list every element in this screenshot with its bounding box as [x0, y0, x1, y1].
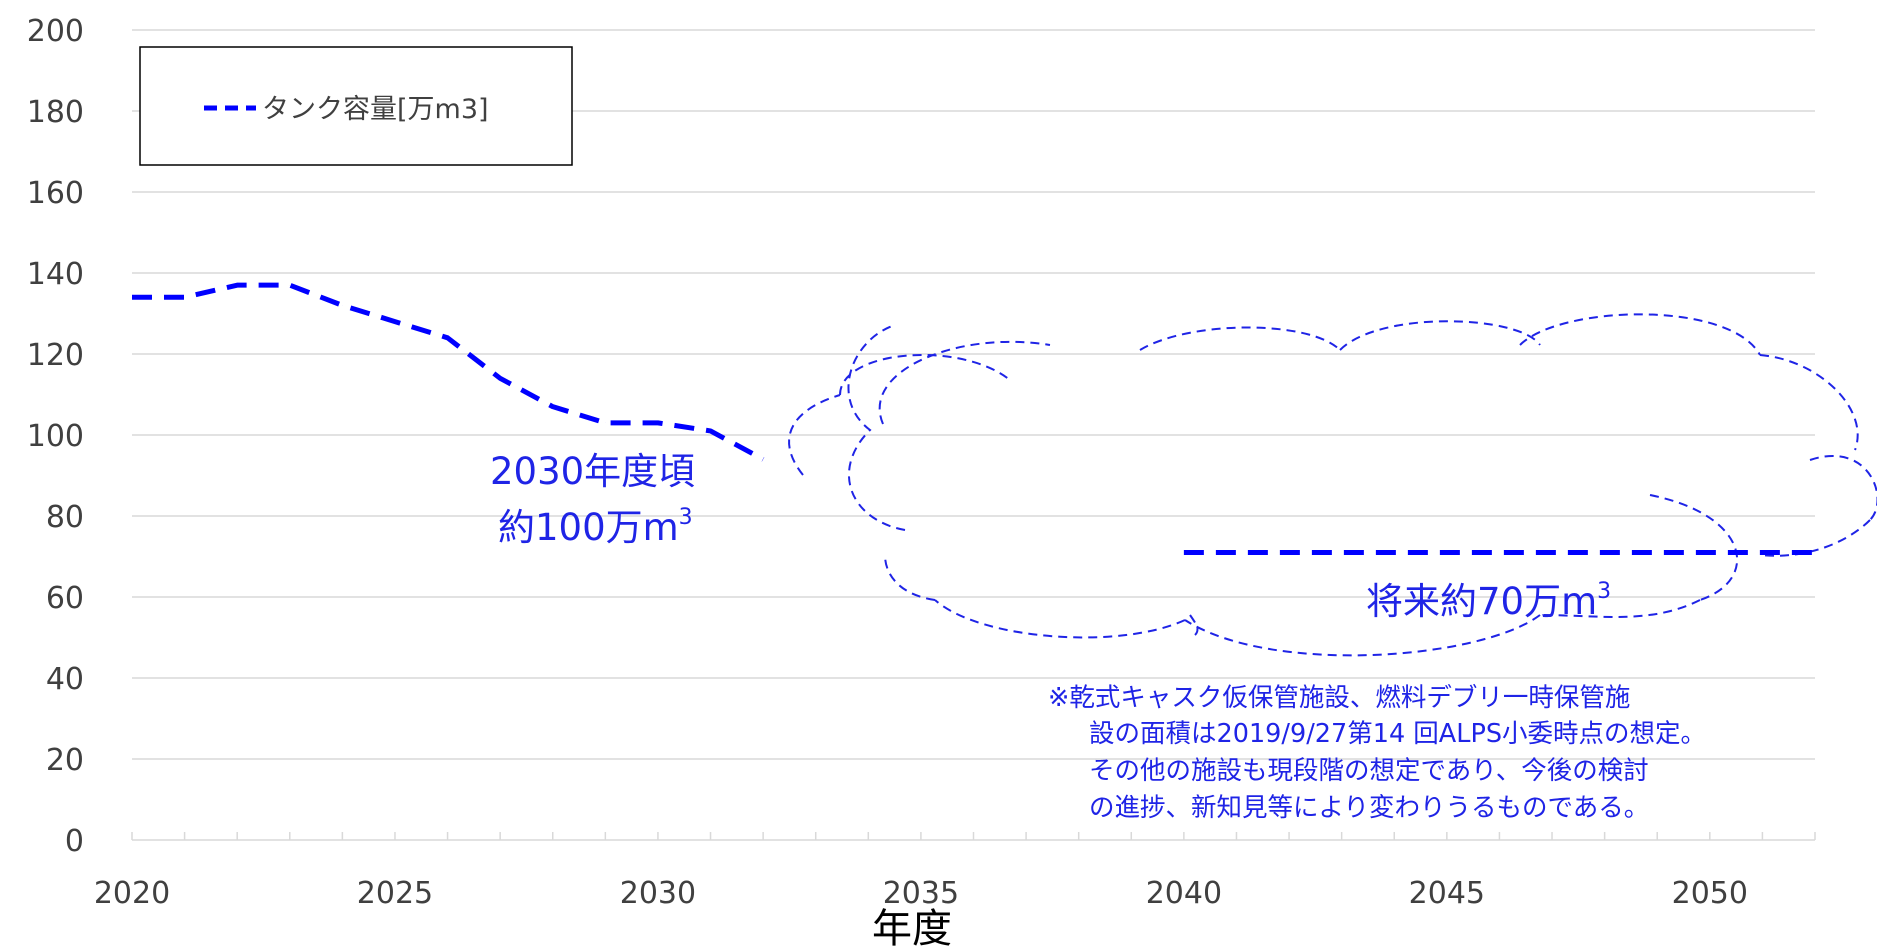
legend: タンク容量[万m3] — [139, 46, 573, 166]
footnote-line-2: 設の面積は2019/9/27第14 回ALPS小委時点の想定。 — [1089, 719, 1706, 749]
y-axis-ticks: 0 20 40 60 80 100 120 140 160 180 200 — [27, 14, 84, 859]
footnote-line-4: の進捗、新知見等により変わりうるものである。 — [1089, 793, 1649, 823]
footnote-line-3: その他の施設も現段階の想定であり、今後の検討 — [1089, 756, 1649, 786]
annotation-2030-superscript: 3 — [679, 505, 693, 530]
annotation-future-main: 将来約70万m3 — [1366, 579, 1611, 623]
series-line-0 — [132, 282, 765, 462]
y-tick-label-80: 80 — [46, 500, 84, 535]
footnote-line-1: ※乾式キャスク仮保管施設、燃料デブリ一時保管施 — [1048, 683, 1630, 713]
y-tick-label-100: 100 — [27, 419, 84, 454]
legend-label-tank-capacity: タンク容量[万m3] — [262, 94, 489, 125]
x-tick-label-2035: 2035 — [883, 876, 959, 911]
x-tick-label-2050: 2050 — [1672, 876, 1748, 911]
annotation-2030-line2: 約100万m3 — [498, 505, 693, 549]
x-axis — [131, 832, 1816, 841]
annotation-future: 将来約70万m3 — [1366, 579, 1611, 623]
plot-lines — [131, 282, 1816, 555]
y-tick-label-40: 40 — [46, 662, 84, 697]
x-axis-title: 年度 — [872, 906, 952, 951]
y-tick-label-180: 180 — [27, 95, 84, 130]
y-tick-label-140: 140 — [27, 257, 84, 292]
x-tick-label-2045: 2045 — [1409, 876, 1485, 911]
y-tick-label-120: 120 — [27, 338, 84, 373]
y-tick-label-160: 160 — [27, 176, 84, 211]
x-tick-label-2030: 2030 — [620, 876, 696, 911]
x-axis-ticks: 2020 2025 2030 2035 2040 2045 2050 — [94, 876, 1748, 911]
x-tick-label-2040: 2040 — [1146, 876, 1222, 911]
y-tick-label-20: 20 — [46, 743, 84, 778]
footnote: ※乾式キャスク仮保管施設、燃料デブリ一時保管施 設の面積は2019/9/27第1… — [1048, 683, 1706, 823]
annotation-2030: 2030年度頃 約100万m3 — [490, 450, 695, 549]
gridlines — [132, 29, 1815, 760]
y-tick-label-200: 200 — [27, 14, 84, 49]
x-tick-label-2025: 2025 — [357, 876, 433, 911]
annotation-future-main-text: 将来約70万m — [1366, 580, 1597, 623]
annotation-2030-line1: 2030年度頃 — [490, 450, 695, 493]
future-cloud-outline — [788, 313, 1877, 657]
y-tick-label-0: 0 — [65, 824, 84, 859]
x-tick-label-2020: 2020 — [94, 876, 170, 911]
y-tick-label-60: 60 — [46, 581, 84, 616]
annotation-future-superscript: 3 — [1597, 579, 1611, 604]
annotation-2030-line2-main: 約100万m — [498, 506, 679, 549]
